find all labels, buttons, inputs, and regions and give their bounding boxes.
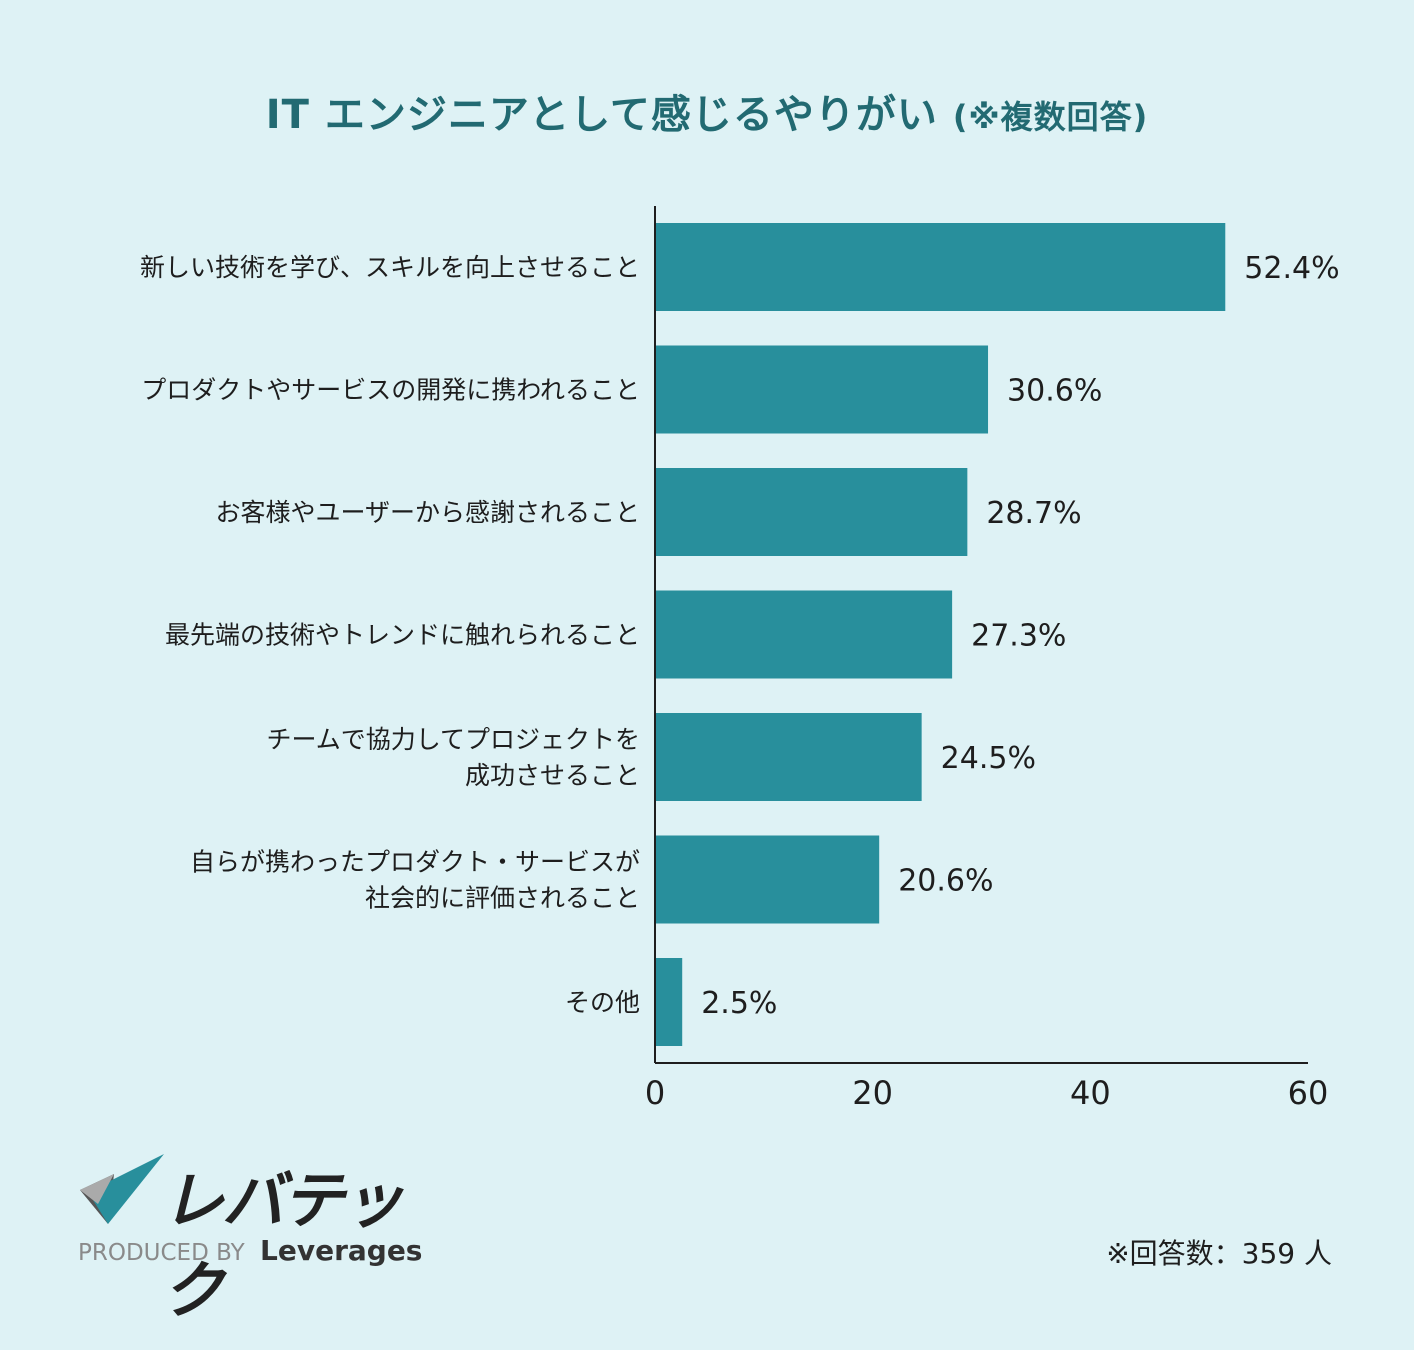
bar <box>655 835 880 924</box>
category-label: 社会的に評価されること <box>365 884 640 913</box>
bar <box>655 223 1226 311</box>
produced-by-line: PRODUCED BY Leverages <box>78 1234 422 1267</box>
bar <box>655 713 922 801</box>
category-label: 自らが携わったプロダクト・サービスが <box>190 848 640 877</box>
bar <box>655 468 968 556</box>
bar <box>655 590 953 679</box>
logo-wordmark: レバテック <box>162 1164 404 1327</box>
value-label: 52.4% <box>1244 251 1339 286</box>
category-label: 最先端の技術やトレンドに触れられること <box>165 621 640 650</box>
value-label: 28.7% <box>986 496 1081 531</box>
x-tick-label: 0 <box>645 1074 665 1112</box>
category-label: プロダクトやサービスの開発に携われること <box>141 376 640 405</box>
leverages-logo: レバテック PRODUCED BY Leverages <box>78 1150 438 1327</box>
value-label: 24.5% <box>941 741 1036 776</box>
brand-name: Leverages <box>260 1234 423 1267</box>
value-label: 20.6% <box>898 864 993 899</box>
respondent-count-note: ※回答数：359 人 <box>1106 1237 1332 1270</box>
category-label: その他 <box>565 988 640 1017</box>
logo-mark-icon <box>80 1154 164 1224</box>
category-label: 新しい技術を学び、スキルを向上させること <box>140 253 640 282</box>
chart-title-main: IT エンジニアとして感じるやりがい <box>265 92 938 138</box>
produced-by-text: PRODUCED BY <box>78 1240 245 1266</box>
value-label: 27.3% <box>971 619 1066 654</box>
category-label: お客様やユーザーから感謝されること <box>215 498 640 527</box>
chart-title: IT エンジニアとして感じるやりがい (※複数回答) <box>0 82 1414 140</box>
bar-chart: 52.4% 新しい技術を学び、スキルを向上させること 30.6% プロダクトやサービス… <box>140 206 1340 1112</box>
x-tick-label: 20 <box>852 1074 893 1112</box>
bar <box>655 958 683 1046</box>
bar <box>655 345 989 434</box>
chart-title-sub: (※複数回答) <box>952 98 1149 136</box>
x-tick-label: 40 <box>1070 1074 1111 1112</box>
x-tick-label: 60 <box>1288 1074 1329 1112</box>
category-label: 成功させること <box>465 761 640 790</box>
category-label: チームで協力してプロジェクトを <box>266 725 640 754</box>
value-label: 2.5% <box>701 986 777 1021</box>
value-label: 30.6% <box>1007 374 1102 409</box>
